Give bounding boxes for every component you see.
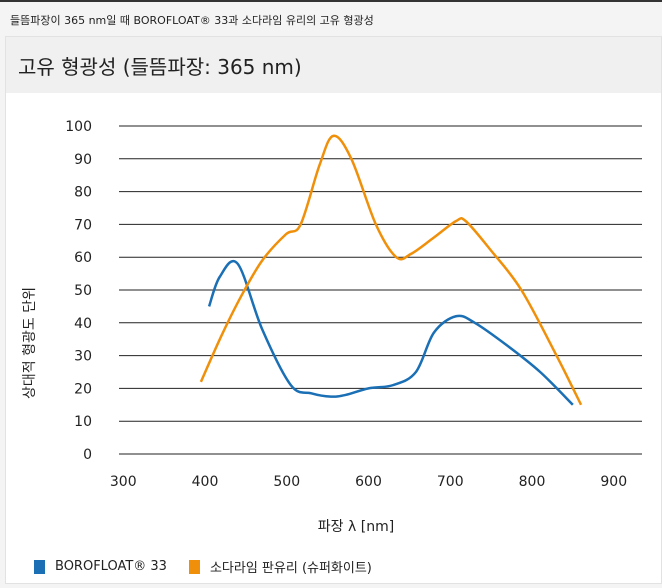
y-tick-label: 70 xyxy=(74,217,92,233)
chart-panel: 고유 형광성 (들뜸파장: 365 nm) 0 10 20 30 40 50 60 70 80 9… xyxy=(5,36,662,584)
y-tick-label: 90 xyxy=(74,152,92,168)
x-axis-label: 파장 λ [nm] xyxy=(318,519,394,535)
series-line-sodalime xyxy=(199,134,583,406)
legend-label-borofloat: BOROFLOAT® 33 xyxy=(55,559,167,574)
series-line-borofloat xyxy=(207,259,574,406)
y-axis-label: 상대적 형광도 단위 xyxy=(22,287,38,399)
y-tick-label: 20 xyxy=(74,381,92,397)
legend: BOROFLOAT® 33 소다라임 판유리 (슈퍼화이트) xyxy=(34,557,372,576)
figure-caption: 들뜸파장이 365 nm일 때 BOROFLOAT® 33과 소다라임 유리의 … xyxy=(10,14,374,27)
x-tick-label: 800 xyxy=(519,474,546,490)
x-tick-label: 900 xyxy=(600,474,627,490)
x-tick-label: 300 xyxy=(110,474,137,490)
x-tick-label: 700 xyxy=(437,474,464,490)
legend-swatch-borofloat xyxy=(34,559,45,574)
chart-title-bar: 고유 형광성 (들뜸파장: 365 nm) xyxy=(6,37,661,93)
y-tick-label: 30 xyxy=(74,349,92,365)
y-tick-label: 10 xyxy=(74,414,92,430)
x-tick-label: 600 xyxy=(355,474,382,490)
x-tick-label: 500 xyxy=(273,474,300,490)
chart-title: 고유 형광성 (들뜸파장: 365 nm) xyxy=(18,54,302,79)
y-tick-label: 50 xyxy=(74,283,92,299)
x-tick-label: 400 xyxy=(192,474,219,490)
y-tick-label: 40 xyxy=(74,316,92,332)
chart-svg: 0 10 20 30 40 50 60 70 80 90 100 300 400 500 600 700 800… xyxy=(22,119,642,535)
legend-swatch-sodalime xyxy=(188,559,200,574)
y-tick-label: 0 xyxy=(83,447,92,463)
y-tick-label: 100 xyxy=(65,119,92,135)
y-tick-label: 60 xyxy=(74,250,92,266)
y-tick-label: 80 xyxy=(74,185,92,201)
legend-label-sodalime: 소다라임 판유리 (슈퍼화이트) xyxy=(209,561,372,576)
